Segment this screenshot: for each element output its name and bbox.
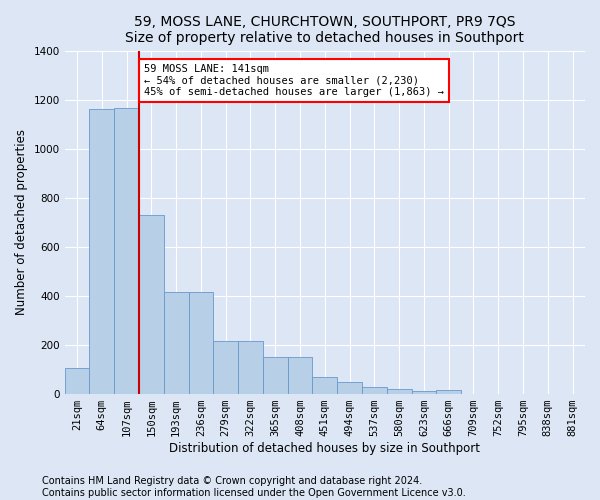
Bar	[139, 215, 164, 394]
Bar	[164, 292, 188, 394]
Bar	[337, 382, 362, 394]
Bar	[313, 377, 337, 394]
Bar	[387, 389, 412, 394]
Bar	[65, 368, 89, 394]
Text: Contains HM Land Registry data © Crown copyright and database right 2024.
Contai: Contains HM Land Registry data © Crown c…	[42, 476, 466, 498]
Title: 59, MOSS LANE, CHURCHTOWN, SOUTHPORT, PR9 7QS
Size of property relative to detac: 59, MOSS LANE, CHURCHTOWN, SOUTHPORT, PR…	[125, 15, 524, 45]
Bar	[412, 391, 436, 394]
Bar	[436, 390, 461, 394]
Bar	[263, 358, 287, 394]
Bar	[188, 292, 214, 394]
Bar	[238, 342, 263, 394]
Bar	[114, 108, 139, 394]
Bar	[214, 342, 238, 394]
Bar	[362, 387, 387, 394]
Y-axis label: Number of detached properties: Number of detached properties	[15, 130, 28, 316]
X-axis label: Distribution of detached houses by size in Southport: Distribution of detached houses by size …	[169, 442, 481, 455]
Bar	[287, 358, 313, 394]
Text: 59 MOSS LANE: 141sqm
← 54% of detached houses are smaller (2,230)
45% of semi-de: 59 MOSS LANE: 141sqm ← 54% of detached h…	[144, 64, 444, 97]
Bar	[89, 110, 114, 394]
